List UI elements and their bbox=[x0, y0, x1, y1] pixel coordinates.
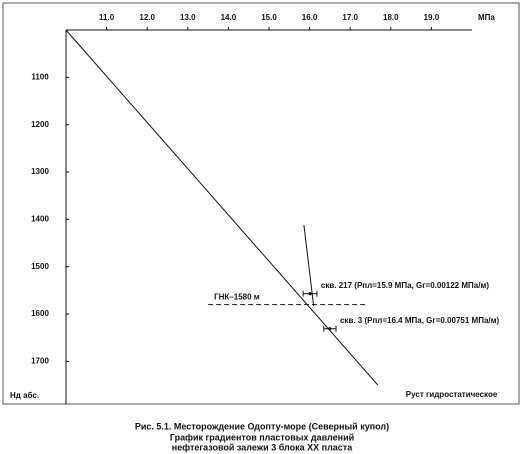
point bbox=[328, 327, 332, 331]
x-tick-label: 14.0 bbox=[221, 13, 237, 22]
caption: Рис. 5.1. Месторождение Одопту-море (Сев… bbox=[135, 421, 389, 431]
y-tick-label: 1500 bbox=[31, 262, 49, 271]
x-tick-label: 17.0 bbox=[342, 13, 358, 22]
y-tick-label: 1300 bbox=[31, 167, 49, 176]
x-tick-label: 19.0 bbox=[424, 13, 440, 22]
y-axis-label: Нд абс. bbox=[10, 391, 39, 400]
x-tick-label: 13.0 bbox=[180, 13, 196, 22]
y-tick-label: 1100 bbox=[31, 72, 49, 81]
contact-label: ГНК–1580 м bbox=[214, 293, 260, 302]
x-tick-label: 15.0 bbox=[261, 13, 277, 22]
series-label: Руст гидростатическое bbox=[406, 390, 498, 399]
caption: График градиентов пластовых давлений bbox=[170, 432, 354, 442]
x-tick-label: 16.0 bbox=[302, 13, 318, 22]
series-line bbox=[303, 224, 315, 307]
caption: нефтегазовой залежи 3 блока XX пласта bbox=[172, 442, 353, 452]
x-axis-label: МПа bbox=[478, 13, 495, 22]
frame bbox=[2, 2, 520, 405]
y-tick-label: 1200 bbox=[31, 120, 49, 129]
point-label: скв. 217 (Рпл=15.9 МПа, Gг=0.00122 МПа/м… bbox=[321, 281, 489, 290]
x-tick-label: 12.0 bbox=[139, 13, 155, 22]
point bbox=[308, 292, 312, 296]
x-tick-label: 18.0 bbox=[383, 13, 399, 22]
x-tick-label: 11.0 bbox=[99, 13, 115, 22]
series-line bbox=[65, 29, 379, 386]
y-tick-label: 1700 bbox=[31, 357, 49, 366]
point-label: скв. 3 (Рпл=16.4 МПа, Gг=0.00751 МПа/м) bbox=[340, 316, 500, 325]
y-tick-label: 1600 bbox=[31, 309, 49, 318]
y-tick-label: 1400 bbox=[31, 214, 49, 223]
